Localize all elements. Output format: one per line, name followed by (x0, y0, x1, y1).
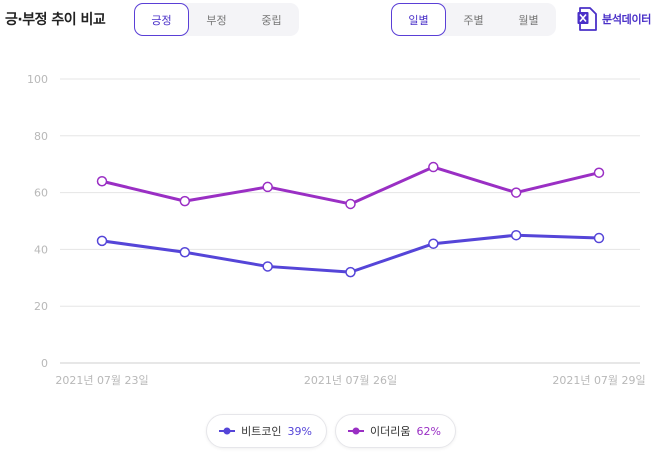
legend-item-ethereum[interactable]: 이더리움 62% (335, 414, 456, 448)
tab-negative[interactable]: 부정 (206, 13, 227, 27)
tab-monthly[interactable]: 월별 (518, 13, 539, 27)
series-lines (96, 161, 605, 278)
y-axis-ticks: 0 20 40 60 80 100 (27, 73, 48, 370)
y-tick-label: 60 (34, 187, 48, 200)
data-point[interactable] (179, 195, 191, 207)
x-tick-label: 2021년 07월 29일 (552, 373, 645, 387)
legend-percent-ethereum: 62% (416, 424, 441, 438)
data-point[interactable] (262, 261, 273, 272)
tab-daily[interactable]: 일별 (391, 3, 446, 36)
sentiment-toggle: 긍정 부정 중립 (134, 3, 299, 36)
y-tick-label: 100 (27, 73, 48, 86)
data-point[interactable] (179, 246, 191, 258)
data-point[interactable] (345, 266, 356, 278)
data-point[interactable] (96, 175, 108, 187)
page-title: 긍·부정 추이 비교 (5, 12, 106, 28)
legend-swatch-bitcoin (219, 427, 236, 435)
y-tick-label: 20 (34, 300, 48, 313)
grid-lines (60, 78, 640, 364)
tab-positive[interactable]: 긍정 (134, 3, 189, 36)
legend-label-bitcoin: 비트코인 (241, 425, 282, 438)
x-tick-label: 2021년 07월 26일 (304, 373, 397, 387)
legend: 비트코인 39% 이더리움 62% (0, 414, 662, 448)
series-ethereum (96, 161, 605, 210)
series-line (101, 165, 600, 206)
data-point[interactable] (593, 232, 605, 244)
x-tick-label: 2021년 07월 23일 (55, 373, 148, 387)
legend-percent-bitcoin: 39% (287, 424, 312, 438)
export-label: 분석데이터 (602, 13, 652, 26)
series-line (101, 233, 600, 274)
export-data-button[interactable]: 분석데이터 (577, 7, 651, 31)
y-tick-label: 0 (41, 357, 48, 370)
legend-label-ethereum: 이더리움 (370, 425, 411, 438)
x-axis-ticks: 2021년 07월 23일 2021년 07월 26일 2021년 07월 29일 (55, 373, 645, 387)
y-tick-label: 40 (34, 243, 48, 256)
series-bitcoin (96, 229, 605, 278)
legend-item-bitcoin[interactable]: 비트코인 39% (206, 414, 327, 448)
data-point[interactable] (345, 198, 356, 210)
data-point[interactable] (510, 187, 522, 198)
y-tick-label: 80 (34, 130, 48, 143)
data-point[interactable] (593, 167, 605, 178)
data-point[interactable] (262, 181, 273, 193)
excel-icon (577, 7, 597, 31)
data-point[interactable] (428, 238, 439, 249)
data-point[interactable] (428, 161, 439, 173)
legend-swatch-ethereum (348, 427, 364, 435)
data-point[interactable] (96, 235, 108, 247)
data-point[interactable] (510, 229, 522, 241)
tab-neutral[interactable]: 중립 (261, 13, 282, 27)
period-toggle: 일별 주별 월별 (391, 3, 556, 36)
tab-weekly[interactable]: 주별 (463, 13, 484, 27)
